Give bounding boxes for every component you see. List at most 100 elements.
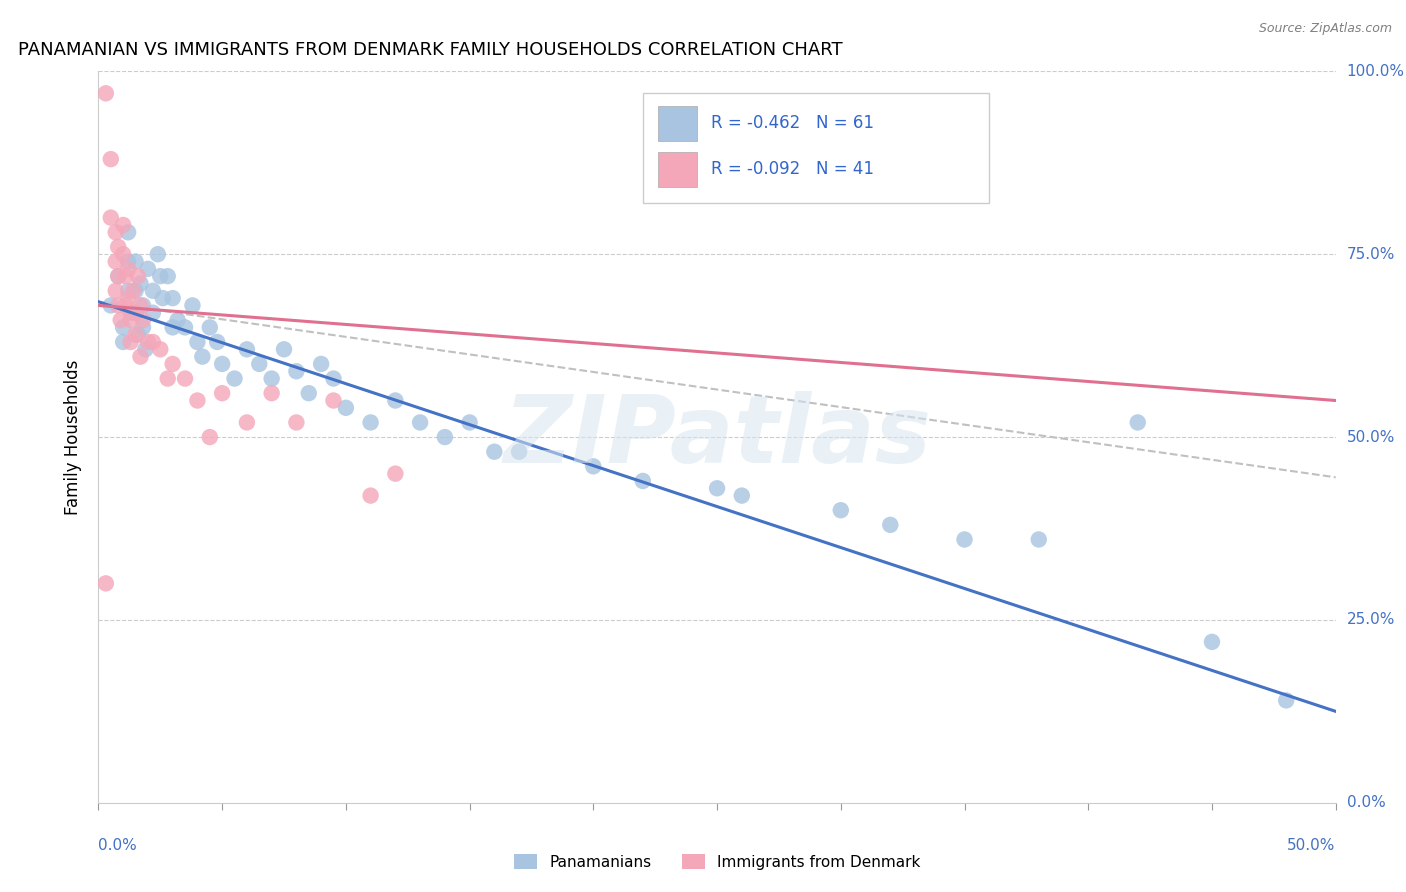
Point xyxy=(100,152,122,166)
Point xyxy=(508,444,530,458)
Point xyxy=(117,225,139,239)
Point xyxy=(322,371,344,385)
Point xyxy=(114,269,136,284)
Point xyxy=(100,211,122,225)
Text: 100.0%: 100.0% xyxy=(1347,64,1405,78)
Text: 0.0%: 0.0% xyxy=(98,838,138,854)
Point xyxy=(124,306,146,320)
Point xyxy=(953,533,976,547)
Point xyxy=(142,306,165,320)
Point xyxy=(211,357,233,371)
Point xyxy=(127,327,149,342)
Point xyxy=(322,393,344,408)
Point xyxy=(879,517,901,532)
Point xyxy=(104,225,127,239)
Point xyxy=(273,343,295,357)
Point xyxy=(484,444,506,458)
Point xyxy=(156,269,179,284)
Point xyxy=(224,371,246,385)
Point xyxy=(186,334,208,349)
Text: R = -0.462   N = 61: R = -0.462 N = 61 xyxy=(711,114,875,132)
Point xyxy=(124,327,146,342)
Point xyxy=(309,357,332,371)
Point xyxy=(198,430,221,444)
Point xyxy=(132,313,155,327)
Point xyxy=(166,313,188,327)
Point xyxy=(117,291,139,305)
Point xyxy=(433,430,456,444)
Point xyxy=(174,320,197,334)
Point xyxy=(117,284,139,298)
Point xyxy=(112,218,135,232)
Point xyxy=(458,416,481,430)
Point xyxy=(298,386,321,401)
Point xyxy=(120,306,142,320)
Point xyxy=(285,364,308,378)
Point xyxy=(409,416,432,430)
Point xyxy=(112,334,135,349)
Text: ZIPatlas: ZIPatlas xyxy=(503,391,931,483)
Point xyxy=(205,334,228,349)
Point xyxy=(129,298,152,312)
Point xyxy=(1201,635,1223,649)
Point xyxy=(731,489,754,503)
Point xyxy=(124,284,146,298)
Point xyxy=(247,357,270,371)
Point xyxy=(174,371,197,385)
Point xyxy=(107,269,129,284)
Point xyxy=(94,576,117,591)
Text: 75.0%: 75.0% xyxy=(1347,247,1395,261)
Text: Source: ZipAtlas.com: Source: ZipAtlas.com xyxy=(1258,22,1392,36)
Point xyxy=(706,481,728,495)
Point xyxy=(149,269,172,284)
Point xyxy=(107,240,129,254)
Point xyxy=(285,416,308,430)
Point xyxy=(124,306,146,320)
Point xyxy=(107,269,129,284)
Point xyxy=(146,247,169,261)
Point xyxy=(198,320,221,334)
Point xyxy=(112,247,135,261)
Point xyxy=(142,334,165,349)
Point xyxy=(152,291,174,305)
Point xyxy=(132,298,155,312)
Point xyxy=(94,87,117,101)
Point xyxy=(136,334,159,349)
Text: 0.0%: 0.0% xyxy=(1347,796,1385,810)
Point xyxy=(120,313,142,327)
Point xyxy=(260,386,283,401)
Point xyxy=(149,343,172,357)
Text: 50.0%: 50.0% xyxy=(1288,838,1336,854)
Point xyxy=(335,401,357,415)
Point xyxy=(236,416,259,430)
Text: 25.0%: 25.0% xyxy=(1347,613,1395,627)
Point xyxy=(104,254,127,268)
Point xyxy=(132,320,155,334)
Point xyxy=(582,459,605,474)
Point xyxy=(127,269,149,284)
Point xyxy=(260,371,283,385)
Text: PANAMANIAN VS IMMIGRANTS FROM DENMARK FAMILY HOUSEHOLDS CORRELATION CHART: PANAMANIAN VS IMMIGRANTS FROM DENMARK FA… xyxy=(18,41,842,59)
Point xyxy=(162,320,184,334)
Point xyxy=(211,386,233,401)
Point xyxy=(162,357,184,371)
Point xyxy=(122,284,145,298)
Point xyxy=(360,416,382,430)
Point xyxy=(104,284,127,298)
Point xyxy=(156,371,179,385)
FancyBboxPatch shape xyxy=(658,152,697,187)
Point xyxy=(120,334,142,349)
Legend: Panamanians, Immigrants from Denmark: Panamanians, Immigrants from Denmark xyxy=(508,847,927,876)
Point xyxy=(136,261,159,276)
Point xyxy=(114,298,136,312)
Point xyxy=(384,467,406,481)
Point xyxy=(129,350,152,364)
Point xyxy=(191,350,214,364)
Point xyxy=(1275,693,1298,707)
Point xyxy=(181,298,204,312)
Point xyxy=(1028,533,1050,547)
Point xyxy=(112,320,135,334)
Y-axis label: Family Households: Family Households xyxy=(65,359,83,515)
Point xyxy=(830,503,852,517)
FancyBboxPatch shape xyxy=(658,106,697,141)
